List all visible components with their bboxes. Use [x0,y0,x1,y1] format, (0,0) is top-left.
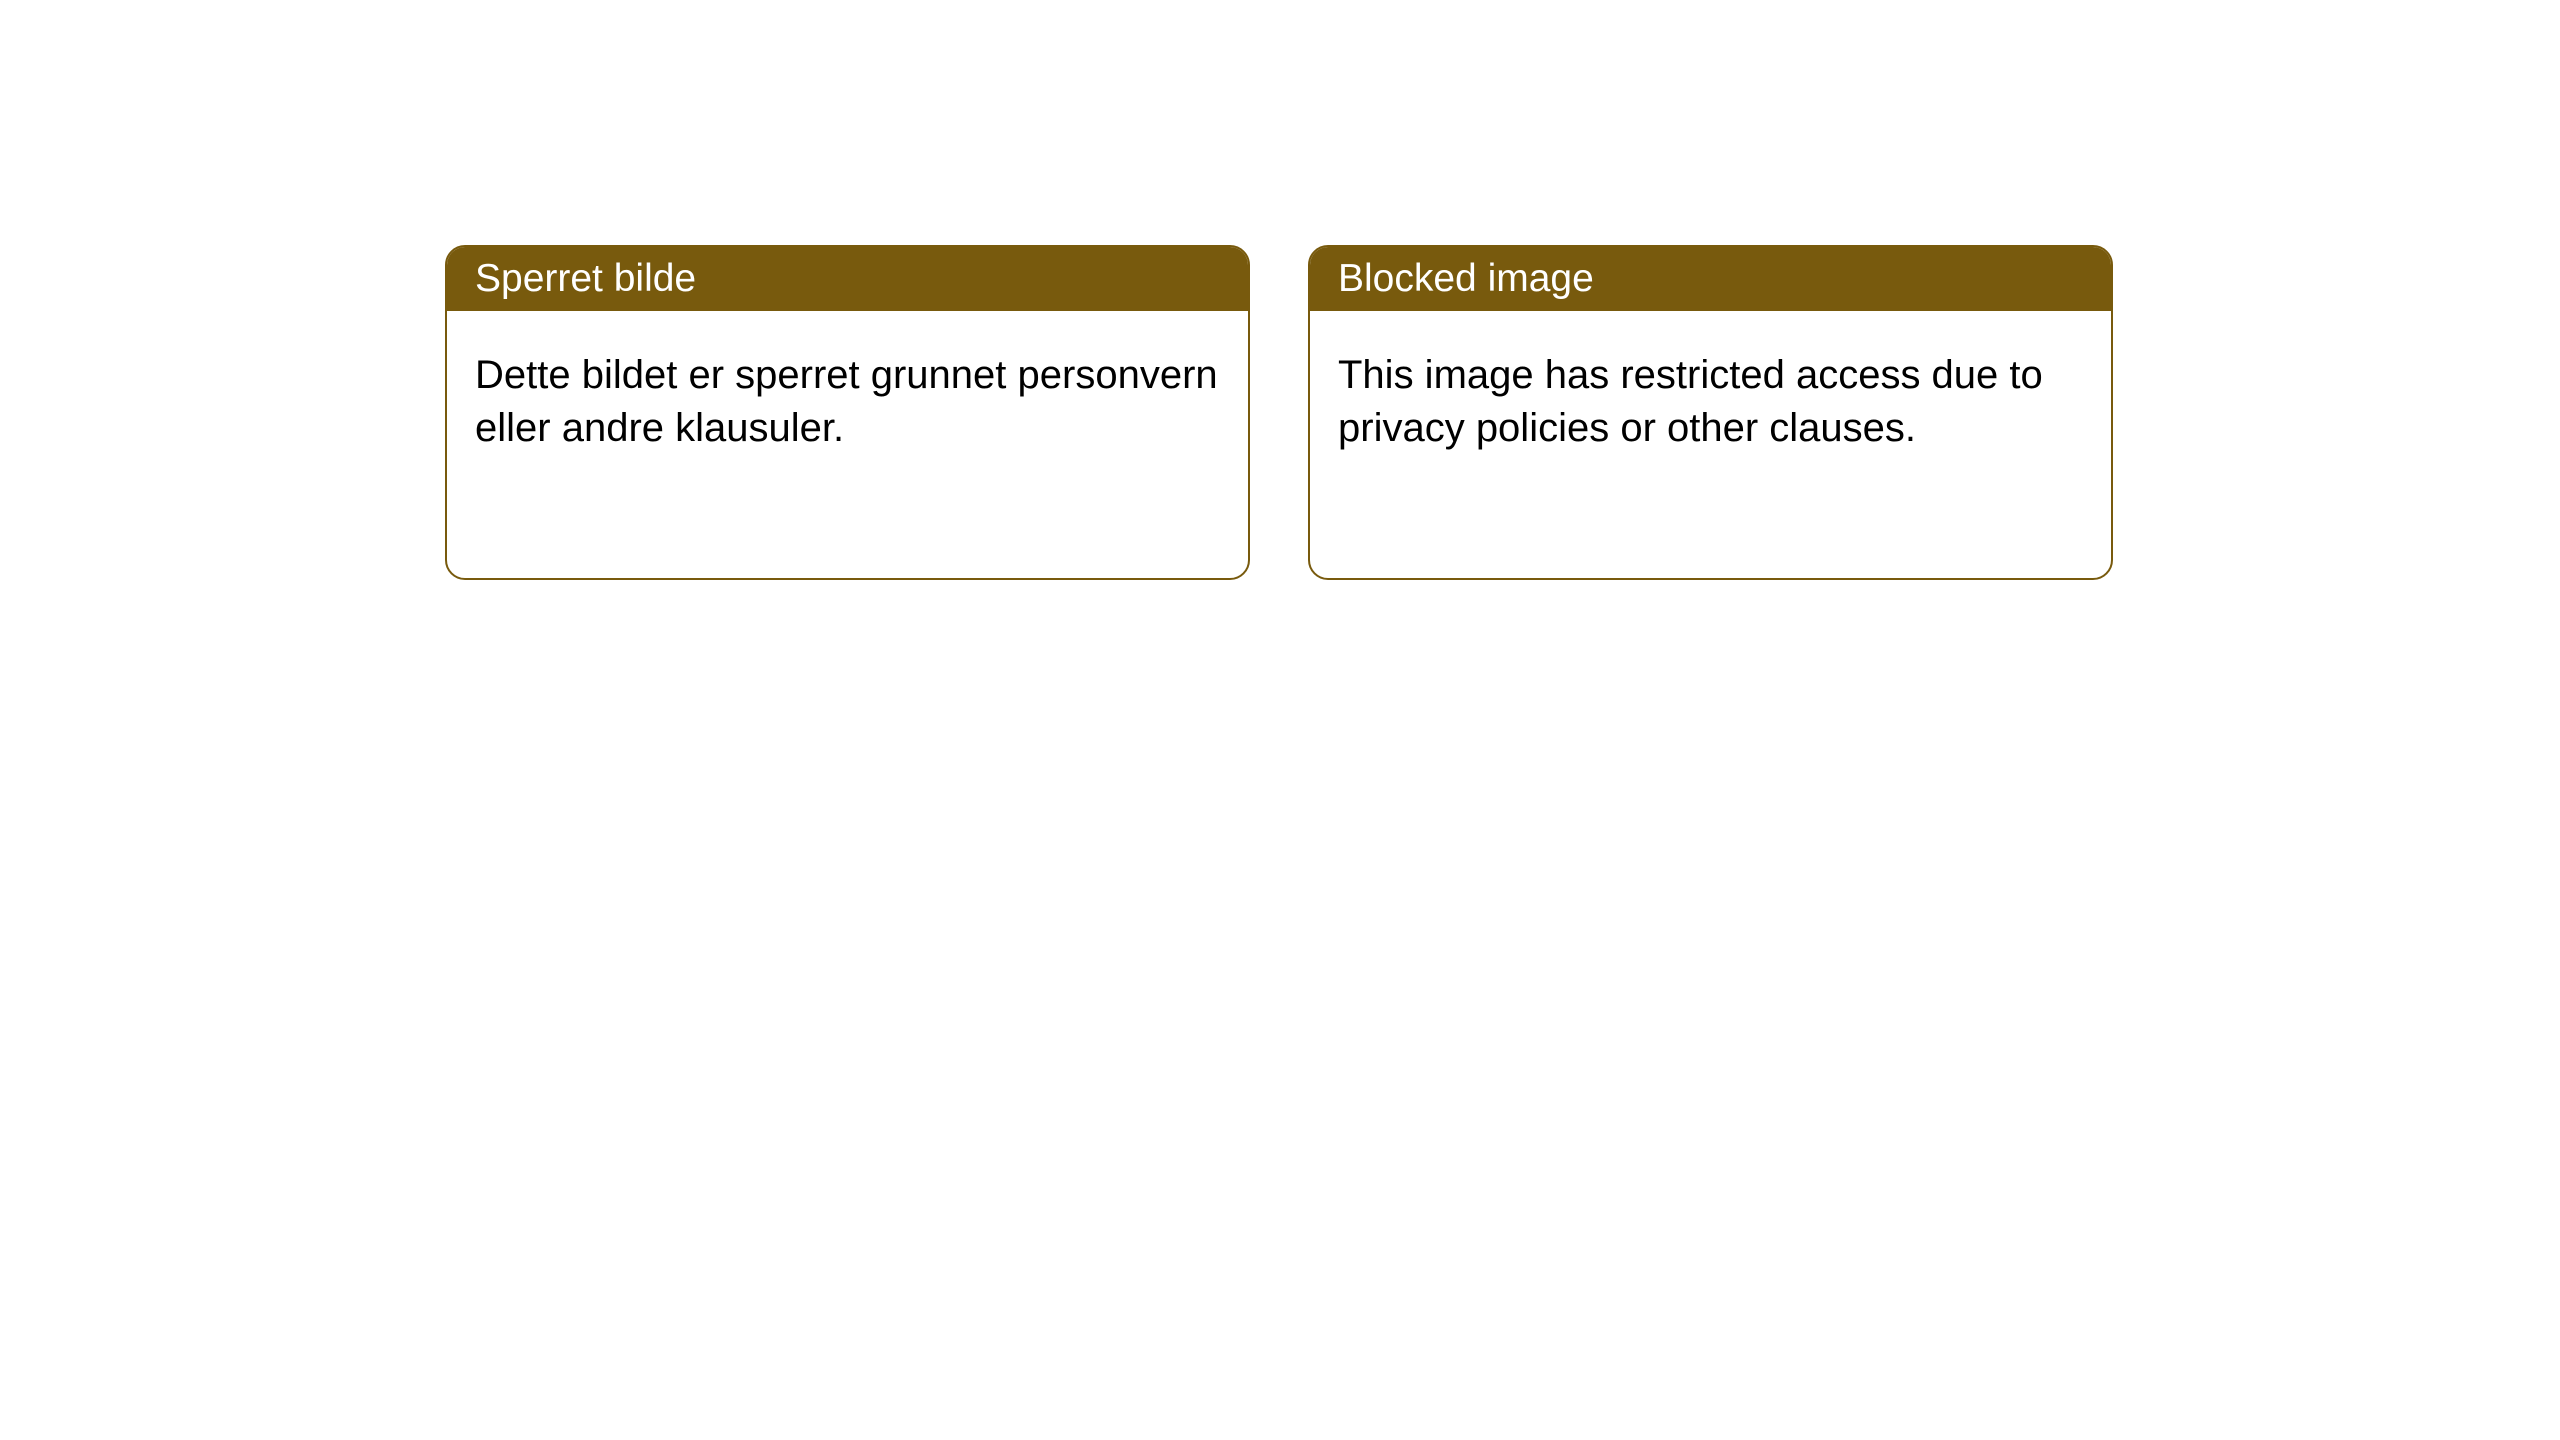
card-header: Blocked image [1310,247,2111,311]
card-header: Sperret bilde [447,247,1248,311]
card-title: Blocked image [1338,257,1594,300]
card-message: Dette bildet er sperret grunnet personve… [475,353,1218,450]
card-title: Sperret bilde [475,257,696,300]
notice-container: Sperret bilde Dette bildet er sperret gr… [0,0,2560,580]
card-body: This image has restricted access due to … [1310,311,2111,493]
card-message: This image has restricted access due to … [1338,353,2043,450]
card-body: Dette bildet er sperret grunnet personve… [447,311,1248,493]
notice-card-norwegian: Sperret bilde Dette bildet er sperret gr… [445,245,1250,580]
notice-card-english: Blocked image This image has restricted … [1308,245,2113,580]
